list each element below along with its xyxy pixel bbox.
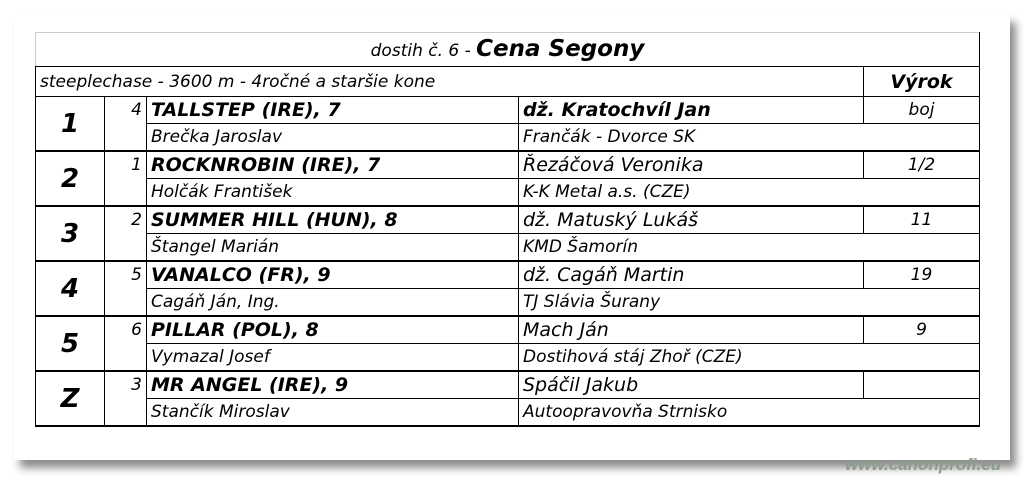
result-subrow: Stančík Miroslav Autoopravovňa Strnisko (36, 398, 980, 427)
race-conditions: steeplechase - 3600 m - 4ročné a staršie… (35, 66, 864, 97)
race-name: Cena Segony (476, 35, 645, 62)
place: 2 (35, 150, 105, 207)
result-subrow: Vymazal Josef Dostihová stáj Zhoř (CZE) (36, 343, 980, 372)
vyrok: 9 (863, 315, 980, 344)
vyrok: 11 (863, 205, 980, 234)
start-number: 2 (104, 205, 147, 262)
result-row: 2 1 ROCKNROBIN (IRE), 7 Řezáčová Veronik… (35, 150, 980, 207)
place: 4 (35, 260, 105, 317)
result-subrow: Cagáň Ján, Ing. TJ Slávia Šurany (36, 288, 980, 317)
start-number: 6 (104, 315, 147, 372)
result-row: 3 2 SUMMER HILL (HUN), 8 dž. Matuský Luk… (35, 205, 980, 262)
place: Z (35, 370, 105, 427)
horse-name: ROCKNROBIN (IRE), 7 (146, 150, 519, 179)
horse-name: PILLAR (POL), 8 (146, 315, 519, 344)
title-row: dostih č. 6 - Cena Segony (35, 32, 980, 67)
result-subrow: Štangel Marián KMD Šamorín (36, 233, 980, 262)
vyrok: boj (863, 96, 980, 124)
vyrok: 1/2 (863, 150, 980, 179)
trainer: Holčák František (146, 178, 519, 207)
place: 5 (35, 315, 105, 372)
vyrok-header: Výrok (863, 66, 980, 97)
horse-name: SUMMER HILL (HUN), 8 (146, 205, 519, 234)
result-subrow: Brečka Jaroslav Frančák - Dvorce SK (36, 123, 980, 152)
trainer: Brečka Jaroslav (146, 123, 519, 152)
jockey: Řezáčová Veronika (518, 150, 864, 179)
trainer: Vymazal Josef (146, 343, 519, 372)
horse-name: TALLSTEP (IRE), 7 (146, 96, 519, 124)
owner: Frančák - Dvorce SK (518, 123, 980, 152)
jockey: Mach Ján (518, 315, 864, 344)
conditions-row: steeplechase - 3600 m - 4ročné a staršie… (35, 66, 980, 97)
horse-name: VANALCO (FR), 9 (146, 260, 519, 289)
race-number: dostih č. 6 - (370, 40, 471, 61)
place: 3 (35, 205, 105, 262)
owner: K-K Metal a.s. (CZE) (518, 178, 980, 207)
trainer: Štangel Marián (146, 233, 519, 262)
owner: KMD Šamorín (518, 233, 980, 262)
result-row: Z 3 MR ANGEL (IRE), 9 Spáčil Jakub (35, 370, 980, 427)
race-results-table: dostih č. 6 - Cena Segony steeplechase -… (35, 32, 980, 427)
vyrok: 19 (863, 260, 980, 289)
vyrok (863, 370, 980, 399)
start-number: 1 (104, 150, 147, 207)
start-number: 4 (104, 96, 147, 152)
trainer: Stančík Miroslav (146, 398, 519, 427)
trainer: Cagáň Ján, Ing. (146, 288, 519, 317)
result-row: 4 5 VANALCO (FR), 9 dž. Cagáň Martin 19 (35, 260, 980, 317)
result-subrow: Holčák František K-K Metal a.s. (CZE) (36, 178, 980, 207)
jockey: dž. Cagáň Martin (518, 260, 864, 289)
owner: Autoopravovňa Strnisko (518, 398, 980, 427)
result-row: 5 6 PILLAR (POL), 8 Mach Ján 9 (35, 315, 980, 372)
start-number: 5 (104, 260, 147, 317)
owner: Dostihová stáj Zhoř (CZE) (518, 343, 980, 372)
result-row: 1 4 TALLSTEP (IRE), 7 dž. Kratochvíl Jan… (35, 96, 980, 152)
place: 1 (35, 96, 105, 152)
watermark: www.canonprofi.eu (845, 455, 1002, 474)
jockey: dž. Matuský Lukáš (518, 205, 864, 234)
start-number: 3 (104, 370, 147, 427)
jockey: dž. Kratochvíl Jan (518, 96, 864, 124)
jockey: Spáčil Jakub (518, 370, 864, 399)
owner: TJ Slávia Šurany (518, 288, 980, 317)
horse-name: MR ANGEL (IRE), 9 (146, 370, 519, 399)
